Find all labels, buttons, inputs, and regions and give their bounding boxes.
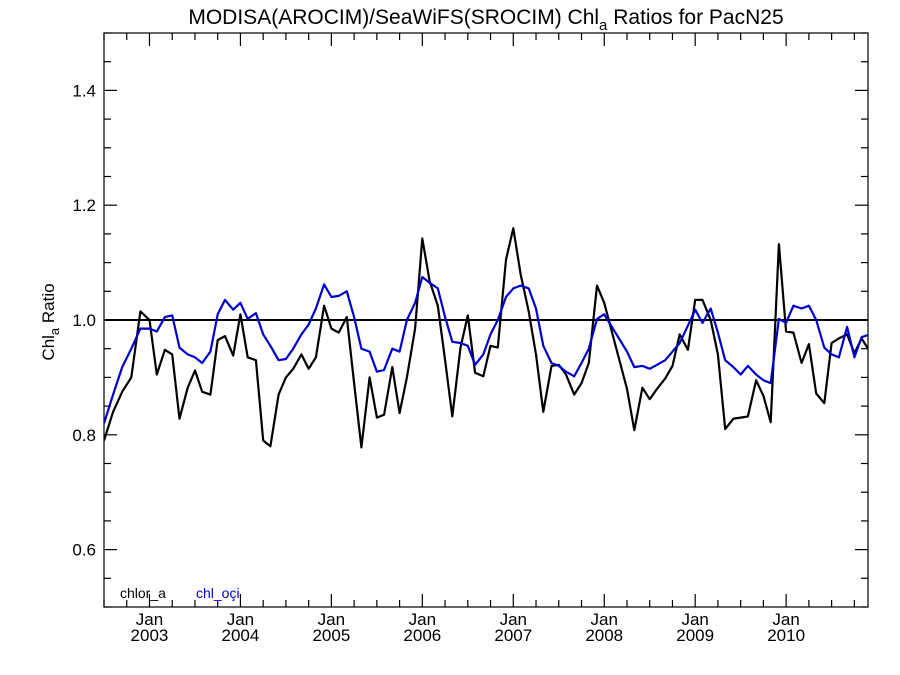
series-layer: [104, 227, 868, 449]
x-axis: Jan2003Jan2004Jan2005Jan2006Jan2007Jan20…: [103, 33, 855, 645]
series-line-chlor-a: [104, 227, 868, 449]
x-tick-label-month: Jan: [136, 610, 163, 629]
x-tick-label-year: 2010: [767, 626, 805, 645]
x-tick-label-month: Jan: [500, 610, 527, 629]
x-tick-label-month: Jan: [227, 610, 254, 629]
x-tick-label-month: Jan: [318, 610, 345, 629]
x-tick-label-month: Jan: [681, 610, 708, 629]
legend-entry-chlor-a: chlor_a: [120, 585, 166, 601]
y-tick-label: 1.4: [72, 81, 96, 100]
legend-entry-chl-oci: chl_oçi: [196, 585, 240, 601]
x-tick-label-year: 2004: [222, 626, 260, 645]
chart-title-main: MODISA(AROCIM)/SeaWiFS(SROCIM) Chl: [188, 6, 599, 29]
legend: chlor_a chl_oçi: [120, 585, 240, 601]
y-axis: 0.6 0.8 1.0 1.2 1.4: [72, 32, 868, 608]
y-tick-label: 0.8: [72, 426, 96, 445]
y-axis-label: Chla Ratio: [39, 283, 62, 360]
y-tick-label: 1.2: [72, 196, 96, 215]
x-tick-label-year: 2009: [676, 626, 714, 645]
x-tick-label-year: 2008: [585, 626, 623, 645]
chart-title-subscript: a: [599, 17, 608, 34]
plot-area: 0.60.81.01.21.4 Jan2003Jan2004Jan2005Jan…: [72, 32, 869, 645]
x-tick-label-month: Jan: [409, 610, 436, 629]
y-tick-label: 1.0: [72, 311, 96, 330]
series-line-chl-o-i: [104, 275, 868, 424]
x-tick-label-year: 2006: [403, 626, 441, 645]
x-tick-label-month: Jan: [591, 610, 618, 629]
x-tick-label-month: Jan: [772, 610, 799, 629]
chart-title-rest: Ratios for PacN25: [607, 6, 783, 29]
chart-title: MODISA(AROCIM)/SeaWiFS(SROCIM) Chla Rati…: [188, 6, 783, 34]
x-tick-label-year: 2005: [312, 626, 350, 645]
y-axis-label-subscript: a: [47, 327, 62, 335]
y-tick-label: 0.6: [72, 541, 96, 560]
y-axis-label-main: Chl: [39, 335, 58, 361]
x-tick-label-year: 2003: [131, 626, 169, 645]
x-tick-label-year: 2007: [494, 626, 532, 645]
y-axis-label-rest: Ratio: [39, 283, 58, 327]
